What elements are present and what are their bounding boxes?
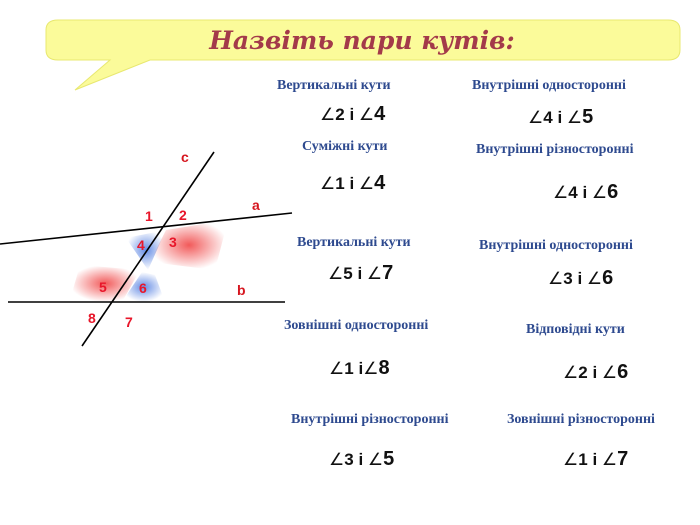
item-label: Внутрішні односторонні: [479, 238, 633, 253]
line-c: [81, 151, 215, 347]
angle-pair: ∠5 і ∠7: [328, 262, 394, 284]
angle-pair: ∠3 і ∠5: [329, 448, 395, 470]
angle-pair: ∠4 і ∠6: [553, 181, 619, 203]
angle-4-highlight: [126, 230, 166, 270]
angle-5-highlight: [70, 265, 140, 302]
angle-icon: ∠: [366, 264, 383, 284]
angle-icon: ∠: [601, 363, 618, 383]
angle-icon: ∠: [367, 450, 384, 470]
item-label: Внутрішні різносторонні: [476, 142, 634, 157]
angle-icon: ∠: [591, 183, 608, 203]
item-label: Вертикальні кути: [277, 78, 391, 93]
angle-icon: ∠: [548, 269, 564, 289]
angle-icon: ∠: [320, 174, 336, 194]
angle-icon: ∠: [329, 359, 345, 379]
angle-icon: ∠: [563, 363, 579, 383]
line-b-label: b: [237, 282, 246, 298]
angle-icon: ∠: [363, 359, 379, 379]
angle-icon: ∠: [563, 450, 579, 470]
angle-icon: ∠: [358, 105, 375, 125]
angle-pair: ∠3 і ∠6: [548, 267, 614, 289]
page-title: Назвіть пари кутів:: [209, 26, 515, 55]
angle-icon: ∠: [328, 264, 344, 284]
angle-8-number: 8: [88, 310, 96, 326]
line-a-label: a: [252, 197, 260, 213]
angle-1-number: 1: [145, 208, 153, 224]
line-c-label: c: [181, 149, 189, 165]
angle-6-highlight: [122, 272, 165, 302]
item-label: Суміжні кути: [302, 139, 388, 154]
angle-pair: ∠1 і ∠4: [320, 172, 386, 194]
item-label: Вертикальні кути: [297, 235, 411, 250]
angle-pair: ∠2 і ∠6: [563, 361, 629, 383]
item-label: Внутрішні різносторонні: [291, 412, 449, 427]
angle-2-number: 2: [179, 207, 187, 223]
geometry-figure: c a b 1 2 3 4 5 6 8 7: [0, 149, 293, 347]
angle-icon: ∠: [358, 174, 375, 194]
angle-6-number: 6: [139, 280, 147, 296]
angle-icon: ∠: [320, 105, 336, 125]
angle-pair: ∠1 і ∠7: [563, 448, 629, 470]
angle-3-number: 3: [169, 234, 177, 250]
angle-pair: ∠1 і∠8: [329, 357, 390, 379]
title-banner: [45, 19, 681, 91]
item-label: Відповідні кути: [526, 322, 625, 337]
angle-pair: ∠2 і ∠4: [320, 103, 386, 125]
angle-icon: ∠: [329, 450, 345, 470]
angle-icon: ∠: [553, 183, 569, 203]
angle-icon: ∠: [566, 108, 583, 128]
angle-7-number: 7: [125, 314, 133, 330]
item-label: Внутрішні односторонні: [472, 78, 626, 93]
angle-pair: ∠4 і ∠5: [528, 106, 594, 128]
angle-5-number: 5: [99, 279, 107, 295]
line-a: [0, 212, 293, 245]
angle-icon: ∠: [601, 450, 618, 470]
item-label: Зовнішні односторонні: [284, 318, 429, 333]
angle-icon: ∠: [586, 269, 603, 289]
angle-3-highlight: [150, 220, 228, 270]
item-label: Зовнішні різносторонні: [507, 412, 655, 427]
angle-4-number: 4: [137, 237, 145, 253]
angle-icon: ∠: [528, 108, 544, 128]
